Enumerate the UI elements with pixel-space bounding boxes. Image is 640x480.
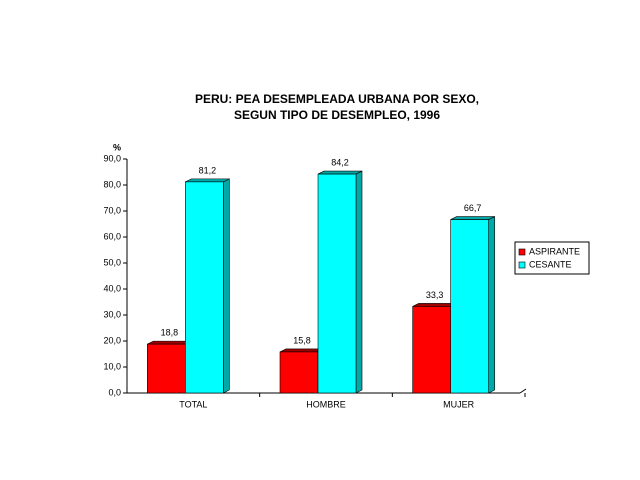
y-tick-label: 30,0: [103, 309, 121, 319]
value-label: 81,2: [199, 165, 217, 175]
bar-top: [412, 303, 457, 307]
value-label: 18,8: [161, 327, 179, 337]
y-tick-label: 90,0: [103, 153, 121, 163]
bar-top: [147, 340, 192, 345]
legend-swatch: [518, 248, 526, 256]
floor-edge: [519, 388, 527, 394]
bar: [412, 306, 451, 394]
x-tick-label: MUJER: [443, 399, 474, 409]
y-tick-label: 10,0: [103, 361, 121, 371]
legend-label: ASPIRANTE: [529, 246, 580, 256]
y-tick-label: 0,0: [108, 387, 121, 397]
bar-side: [355, 170, 363, 394]
value-label: 15,8: [293, 335, 311, 345]
bar: [450, 219, 489, 394]
bar: [317, 173, 357, 394]
legend-label: CESANTE: [529, 259, 572, 269]
y-tick-label: 80,0: [103, 179, 121, 189]
y-axis-label: %: [113, 142, 121, 152]
bar: [147, 343, 186, 394]
bar-side: [223, 178, 230, 394]
y-tick-label: 60,0: [103, 231, 121, 241]
legend-swatch: [518, 261, 526, 269]
chart-title: PERU: PEA DESEMPLEADA URBANA POR SEXO,: [195, 92, 479, 106]
value-label: 84,2: [331, 157, 349, 167]
bar: [279, 351, 319, 394]
bar-top: [279, 348, 325, 353]
bar-top: [317, 170, 363, 175]
x-tick-label: HOMBRE: [306, 399, 346, 409]
bar-top: [185, 178, 230, 183]
y-tick-label: 70,0: [103, 205, 121, 215]
y-tick-label: 40,0: [103, 283, 121, 293]
x-tick-label: TOTAL: [179, 399, 207, 409]
value-label: 66,7: [464, 203, 482, 213]
y-tick-label: 50,0: [103, 257, 121, 267]
chart-title: SEGUN TIPO DE DESEMPLEO, 1996: [234, 108, 440, 122]
y-tick-label: 20,0: [103, 335, 121, 345]
bar-top: [450, 216, 495, 220]
value-label: 33,3: [426, 290, 444, 300]
legend: [514, 241, 590, 275]
bar-side: [488, 216, 495, 394]
bar: [185, 181, 224, 394]
